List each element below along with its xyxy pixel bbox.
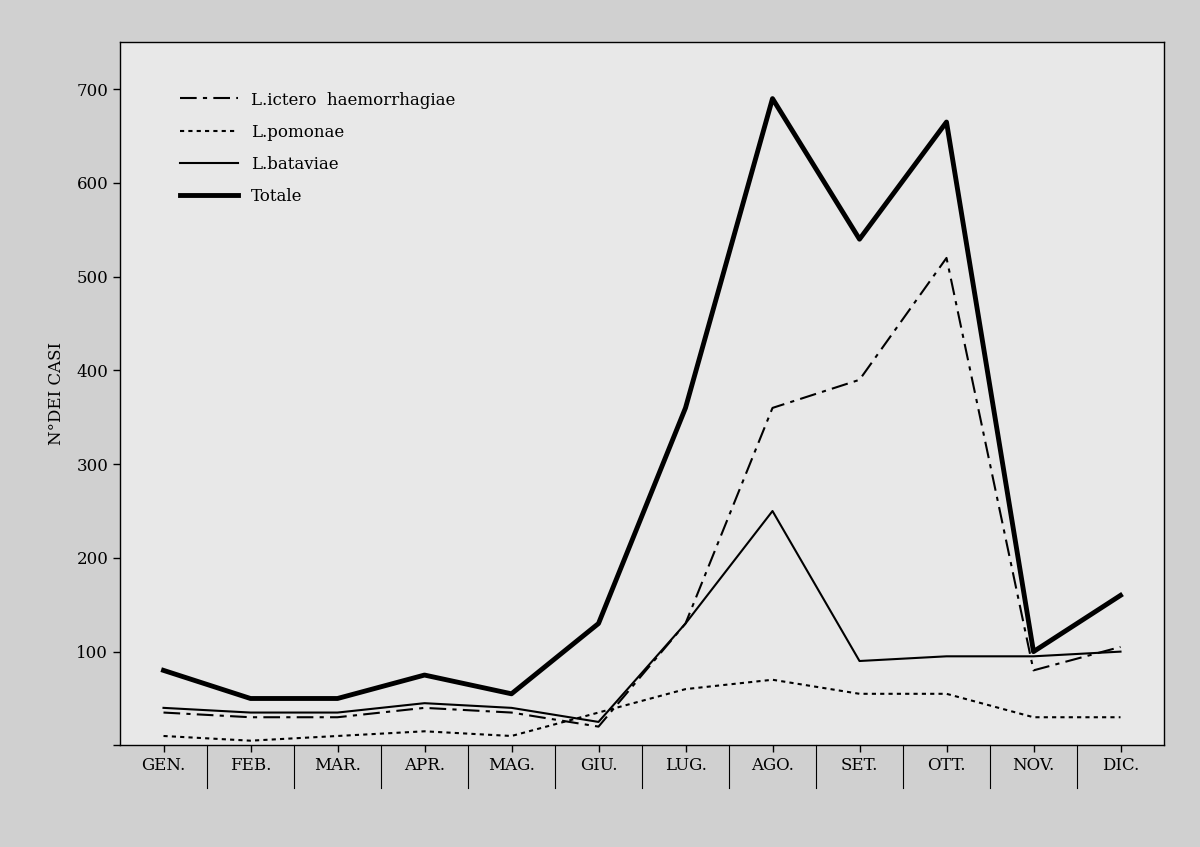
- L.bataviae: [766, 506, 780, 516]
- L.pomonae: [244, 735, 258, 745]
- L.bataviae: [156, 703, 170, 713]
- L.pomonae: [418, 726, 432, 736]
- L.pomonae: [504, 731, 518, 741]
- Totale: [244, 694, 258, 704]
- L.pomonae: [678, 684, 692, 695]
- Line: L.ictero  haemorrhagiae: L.ictero haemorrhagiae: [163, 258, 1121, 727]
- Totale: [1026, 646, 1040, 656]
- L.pomonae: [1026, 712, 1040, 722]
- L.pomonae: [1114, 712, 1128, 722]
- L.pomonae: [330, 731, 344, 741]
- L.ictero  haemorrhagiae: [330, 712, 344, 722]
- L.ictero  haemorrhagiae: [418, 703, 432, 713]
- L.bataviae: [244, 707, 258, 717]
- L.ictero  haemorrhagiae: [766, 403, 780, 413]
- Legend: L.ictero  haemorrhagiae, L.pomonae, L.bataviae, Totale: L.ictero haemorrhagiae, L.pomonae, L.bat…: [160, 72, 475, 225]
- L.ictero  haemorrhagiae: [504, 707, 518, 717]
- Totale: [940, 117, 954, 127]
- Totale: [418, 670, 432, 680]
- Line: L.bataviae: L.bataviae: [163, 511, 1121, 722]
- L.ictero  haemorrhagiae: [678, 618, 692, 628]
- Totale: [330, 694, 344, 704]
- L.ictero  haemorrhagiae: [1114, 642, 1128, 652]
- L.bataviae: [1114, 646, 1128, 656]
- L.bataviae: [418, 698, 432, 708]
- L.ictero  haemorrhagiae: [156, 707, 170, 717]
- Line: L.pomonae: L.pomonae: [163, 680, 1121, 740]
- L.pomonae: [940, 689, 954, 699]
- L.ictero  haemorrhagiae: [852, 374, 866, 385]
- L.ictero  haemorrhagiae: [244, 712, 258, 722]
- Totale: [1114, 590, 1128, 601]
- L.bataviae: [940, 651, 954, 662]
- Totale: [766, 93, 780, 103]
- L.ictero  haemorrhagiae: [1026, 665, 1040, 675]
- L.bataviae: [852, 656, 866, 666]
- Totale: [504, 689, 518, 699]
- Totale: [852, 234, 866, 244]
- Totale: [678, 403, 692, 413]
- L.pomonae: [766, 675, 780, 685]
- Line: Totale: Totale: [163, 98, 1121, 699]
- L.pomonae: [592, 707, 606, 717]
- L.bataviae: [330, 707, 344, 717]
- L.bataviae: [1026, 651, 1040, 662]
- L.ictero  haemorrhagiae: [592, 722, 606, 732]
- Y-axis label: N°DEI CASI: N°DEI CASI: [48, 342, 65, 446]
- L.bataviae: [592, 717, 606, 727]
- Totale: [156, 665, 170, 675]
- L.bataviae: [504, 703, 518, 713]
- L.pomonae: [852, 689, 866, 699]
- L.pomonae: [156, 731, 170, 741]
- L.ictero  haemorrhagiae: [940, 253, 954, 263]
- L.bataviae: [678, 618, 692, 628]
- Totale: [592, 618, 606, 628]
